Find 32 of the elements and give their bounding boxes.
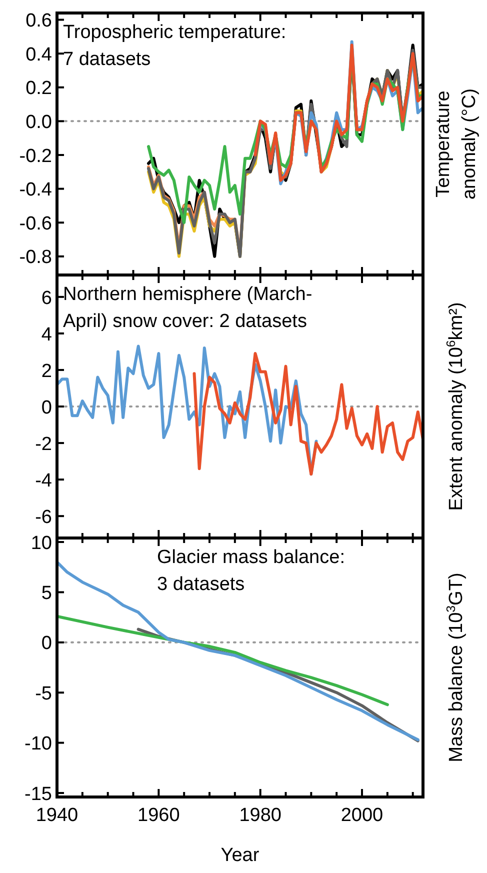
y-tick-label: -0.8: [19, 247, 52, 268]
y-tick-label: 0.6: [26, 10, 52, 32]
line-series: [192, 352, 423, 476]
y-tick-label: -0.6: [19, 213, 52, 234]
y-tick-label: -5: [35, 683, 52, 704]
text: Tropospheric temperature: 7 datasets: [63, 22, 286, 70]
y-tick-label: -2: [35, 434, 52, 455]
x-tick-label: 2000: [340, 805, 384, 826]
x-axis-title: Year: [220, 845, 260, 866]
y-tick-label: 2: [41, 360, 52, 382]
text: Glacier mass balance: 3 datasets: [157, 547, 345, 595]
y-tick-label: 0.0: [26, 112, 52, 134]
y-tick-label: -15: [24, 784, 52, 805]
text: Northern hemisphere (March- April) snow cover: 2 datasets: [63, 284, 312, 332]
y-tick-label: 0.2: [26, 78, 52, 100]
y-tick-label: -10: [24, 734, 52, 755]
y-tick-label: -6: [35, 506, 52, 528]
x-tick-label: 1940: [36, 805, 78, 826]
y-tick-label: 6: [41, 288, 52, 309]
y-tick-label: -0.2: [19, 146, 52, 167]
y-tick-label: 10: [30, 532, 52, 554]
line-series: [57, 614, 389, 706]
y-tick-label: 0: [41, 397, 52, 418]
y-tick-label: 0.4: [26, 44, 52, 66]
y-tick-label: 4: [41, 324, 52, 346]
y-tick-label: 0: [41, 633, 52, 654]
y-tick-label: 5: [41, 583, 52, 604]
y-tick-label: -4: [35, 470, 52, 492]
x-tick-label: 1980: [239, 805, 282, 826]
x-tick-label: 1960: [138, 805, 180, 826]
y-tick-label: -0.4: [19, 180, 52, 201]
y-axis-title: Temperature anomaly (°C): [433, 88, 480, 200]
